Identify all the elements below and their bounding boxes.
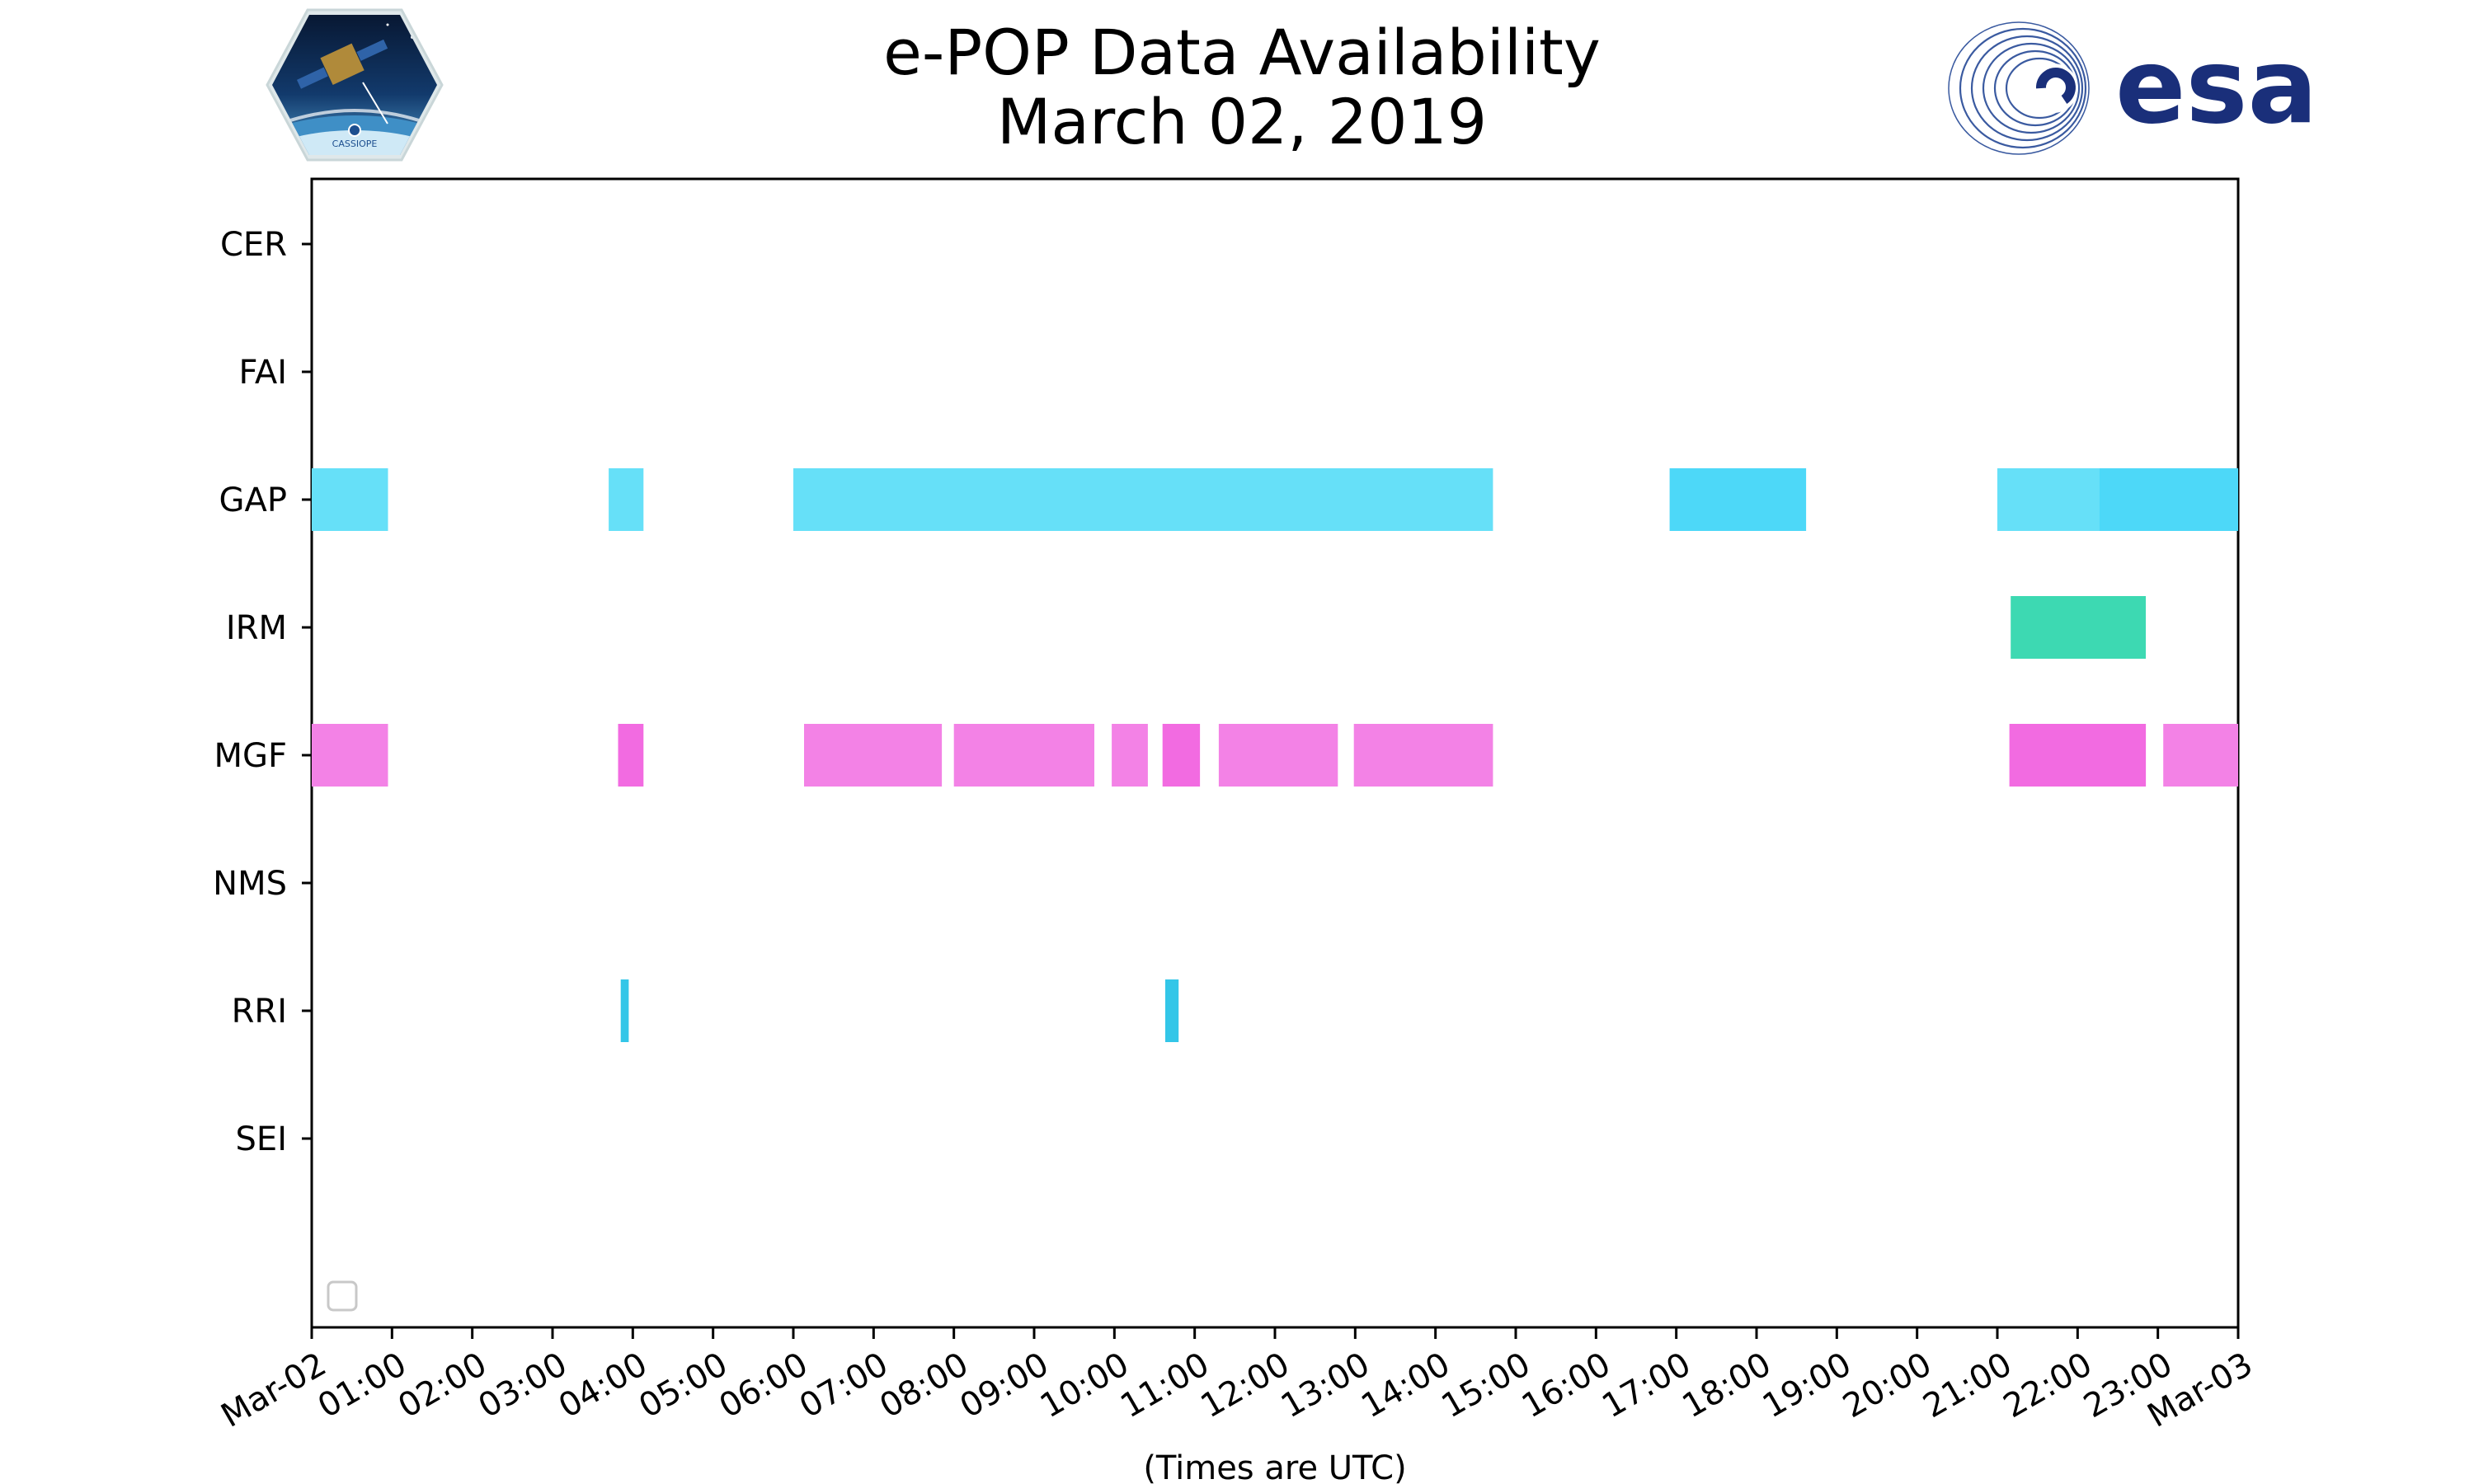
bar-mgf-3-1 [804,724,943,787]
bar-mgf-3-3 [1112,724,1148,787]
x-tick-label-16: 16:00 [1516,1345,1617,1425]
bar-rri-5-0 [620,979,629,1042]
x-tick-label-15: 15:00 [1436,1345,1537,1425]
x-tick-label-11: 11:00 [1114,1345,1216,1425]
bar-mgf-3-2 [953,724,1094,787]
availability-bars [312,468,2238,1042]
y-tick-label-sei: SEI [236,1120,287,1158]
y-tick-label-gap: GAP [219,481,287,519]
bar-gap-1-0 [1669,468,1807,531]
x-tick-label-9: 09:00 [954,1345,1056,1425]
bar-mgf-3-4 [1218,724,1338,787]
bar-irm-2-0 [2011,596,2146,659]
y-axis: CER FAI GAP IRM MGF NMS RRI SEI [213,226,312,1158]
x-tick-label-2: 02:00 [392,1345,493,1425]
legend-box [327,1280,358,1312]
y-tick-label-irm: IRM [226,609,287,647]
chart-subtitle: March 02, 2019 [997,85,1487,158]
bar-mgf-4-2 [2009,724,2147,787]
x-tick-label-7: 07:00 [793,1345,895,1425]
bar-gap-0-2 [793,468,1493,531]
x-tick-label-17: 17:00 [1596,1345,1697,1425]
x-tick-label-12: 12:00 [1195,1345,1296,1425]
x-tick-label-10: 10:00 [1034,1345,1136,1425]
x-tick-label-8: 08:00 [873,1345,975,1425]
esa-logo: esa [1948,21,2317,155]
chart-title: e-POP Data Availability [883,16,1601,89]
svg-text:CASSIOPE: CASSIOPE [332,139,378,149]
x-tick-label-1: 01:00 [312,1345,413,1425]
y-tick-label-fai: FAI [239,354,288,392]
x-tick-label-6: 06:00 [713,1345,815,1425]
bar-mgf-3-6 [2163,724,2238,787]
bar-mgf-4-0 [618,724,644,787]
x-tick-label-13: 13:00 [1275,1345,1376,1425]
x-tick-label-21: 21:00 [1917,1345,2019,1425]
y-tick-label-rri: RRI [232,993,287,1031]
x-tick-label-3: 03:00 [473,1345,574,1425]
bar-gap-1-1 [2099,468,2238,531]
bar-mgf-4-1 [1162,724,1201,787]
x-axis-label: (Times are UTC) [1143,1449,1406,1484]
x-tick-label-14: 14:00 [1355,1345,1456,1425]
svg-text:esa: esa [2115,26,2317,147]
x-tick-label-19: 19:00 [1757,1345,1858,1425]
y-tick-label-nms: NMS [213,865,287,903]
x-tick-label-20: 20:00 [1837,1345,1938,1425]
bar-rri-5-1 [1165,979,1179,1042]
bar-gap-0-1 [609,468,644,531]
bar-gap-0-0 [312,468,388,531]
bar-mgf-3-5 [1353,724,1493,787]
x-tick-label-5: 05:00 [633,1345,734,1425]
x-tick-label-22: 22:00 [1997,1345,2099,1425]
x-axis: Mar-0201:0002:0003:0004:0005:0006:0007:0… [215,1327,2259,1435]
bar-mgf-3-0 [312,724,388,787]
x-tick-label-4: 04:00 [553,1345,654,1425]
x-tick-label-18: 18:00 [1677,1345,1778,1425]
bar-gap-0-3 [1997,468,2100,531]
y-tick-label-cer: CER [220,226,287,264]
cassiope-logo: CASSIOPE [266,8,444,162]
y-tick-label-mgf: MGF [214,737,287,775]
